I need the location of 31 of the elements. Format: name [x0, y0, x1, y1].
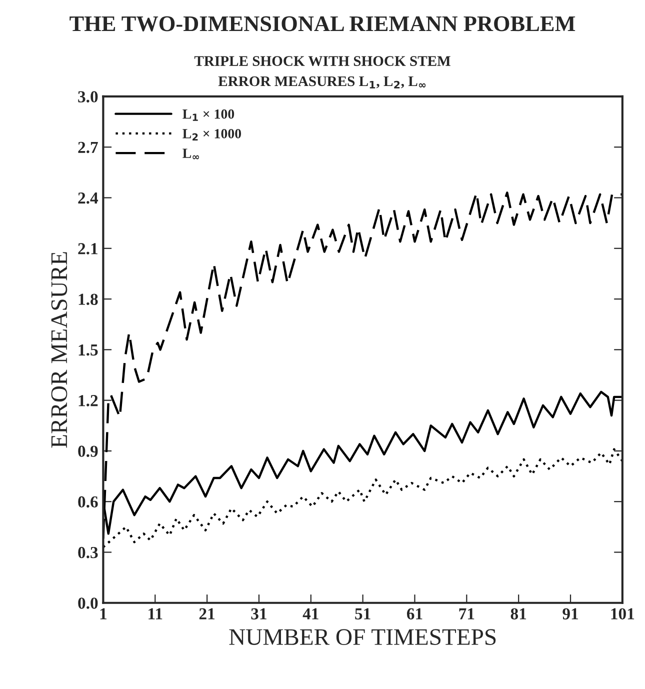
- x-tick-label: 91: [562, 608, 578, 620]
- y-tick-label: 2.7: [78, 142, 98, 154]
- x-tick-label: 101: [611, 608, 634, 620]
- x-axis-title: NUMBER OF TIMESTEPS: [229, 629, 496, 646]
- x-tick-label: 21: [199, 608, 215, 620]
- legend-label: L$_{1}$ × 100: [182, 109, 234, 121]
- x-tick-label: 31: [251, 608, 266, 620]
- y-tick-label: 1.5: [78, 344, 98, 356]
- x-tick-label: 1: [100, 608, 107, 620]
- y-tick-label: 1.2: [78, 395, 98, 406]
- y-tick-label: 1.8: [78, 294, 98, 306]
- x-tick-label: 61: [406, 608, 422, 620]
- x-tick-label: 71: [459, 608, 474, 620]
- y-tick-label: 2.1: [78, 243, 98, 254]
- y-tick-label: 3.0: [78, 91, 98, 102]
- x-tick-label: 41: [302, 608, 318, 620]
- x-tick-label: 11: [148, 608, 162, 620]
- x-tick-label: 81: [510, 608, 526, 620]
- y-axis-title: ERROR MEASURE: [51, 252, 68, 448]
- chart-title: THE TWO-DIMENSIONAL RIEMANN PROBLEM: [70, 16, 576, 32]
- y-tick-label: 0.3: [78, 546, 98, 558]
- y-tick-label: 0.6: [78, 496, 98, 508]
- x-tick-label: 51: [355, 608, 370, 620]
- legend-label: L$_{2}$ × 1000: [182, 129, 242, 141]
- y-tick-label: 0.0: [78, 598, 98, 609]
- chart-subtitle: TRIPLE SHOCK WITH SHOCK STEM ERROR MEASURES L$_{1}$, L$_{2}$, L$_{∞}$: [194, 56, 450, 88]
- line-series: [103, 448, 622, 548]
- y-tick-label: 0.9: [78, 446, 98, 457]
- line-series: [103, 192, 622, 540]
- y-tick-label: 2.4: [78, 192, 98, 204]
- legend-label: L$_{∞}$: [182, 148, 199, 160]
